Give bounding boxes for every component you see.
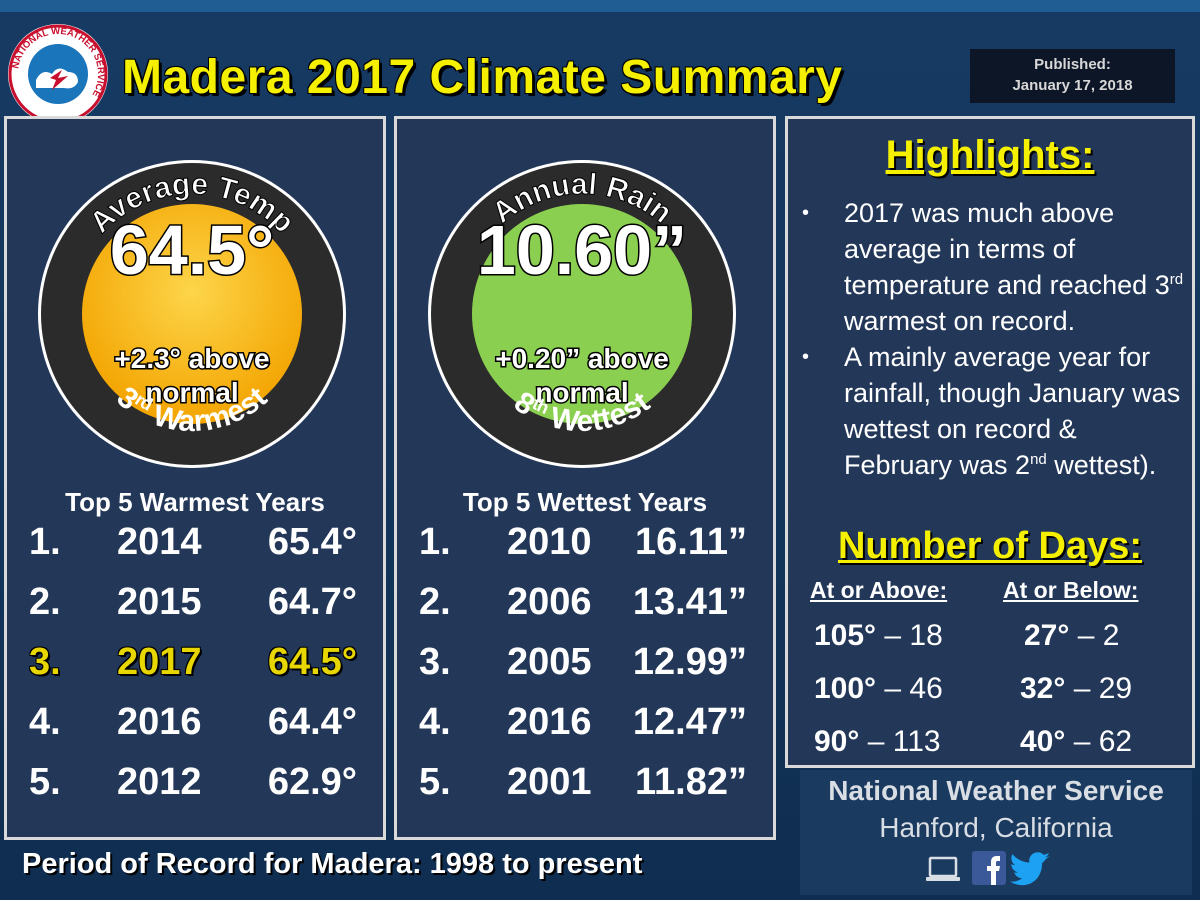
at-or-above-header: At or Above:: [810, 577, 948, 603]
rank-number: 4.: [419, 701, 451, 743]
rank-year: 2001: [507, 761, 592, 803]
temp-anomaly-line2: normal: [145, 377, 238, 408]
days-below-row: 32° – 29: [1020, 672, 1133, 705]
rank-year: 2016: [117, 701, 202, 743]
bullet-icon: •: [802, 346, 810, 368]
nws-logo-icon: NATIONAL WEATHER SERVICE: [8, 24, 108, 124]
bullet-icon: •: [802, 202, 810, 224]
rank-value: 11.82”: [635, 761, 747, 803]
at-or-below-header: At or Below:: [1003, 577, 1139, 603]
agency-name: National Weather Service: [828, 775, 1164, 806]
rank-number: 5.: [29, 761, 61, 803]
rank-value: 65.4°: [267, 521, 357, 563]
nws-office-box: National Weather Service Hanford, Califo…: [800, 770, 1192, 895]
temperature-panel: Average Temp 64.5° +2.3° above normal 3r…: [4, 116, 386, 840]
rank-value: 12.99”: [632, 641, 747, 683]
days-below-row: 40° – 62: [1020, 725, 1133, 758]
temp-value: 64.5°: [110, 211, 274, 289]
temp-disc: [82, 204, 302, 424]
rank-year: 2016: [507, 701, 592, 743]
warmest-list-row: 3. 2017 64.5°: [7, 641, 383, 691]
rain-value: 10.60”: [477, 211, 687, 289]
rainfall-panel: Annual Rain 10.60” +0.20” above normal 8…: [394, 116, 776, 840]
top-stripe: [0, 0, 1200, 12]
period-of-record: Period of Record for Madera: 1998 to pre…: [22, 848, 643, 880]
published-box: Published: January 17, 2018: [970, 49, 1175, 103]
rank-value: 62.9°: [267, 761, 357, 803]
rank-number: 1.: [419, 521, 451, 563]
highlights-list: • 2017 was much above average in terms of…: [802, 195, 1192, 483]
days-above-row: 90° – 113: [814, 725, 941, 758]
average-temp-badge: Average Temp 64.5° +2.3° above normal 3r…: [38, 160, 346, 468]
office-location: Hanford, California: [879, 812, 1113, 843]
facebook-icon[interactable]: [970, 850, 1008, 886]
wettest-list-row: 4. 2016 12.47”: [397, 701, 773, 751]
annual-rain-badge: Annual Rain 10.60” +0.20” above normal 8…: [428, 160, 736, 468]
rank-year: 2012: [117, 761, 202, 803]
rank-year: 2006: [507, 581, 592, 623]
rank-number: 3.: [29, 641, 61, 683]
rank-year: 2015: [117, 581, 202, 623]
highlight-item: • A mainly average year for rainfall, tho…: [802, 339, 1192, 483]
days-below-row: 27° – 2: [1024, 619, 1120, 652]
rank-number: 1.: [29, 521, 61, 563]
temp-anomaly-line1: +2.3° above: [114, 343, 269, 374]
warmest-list-row: 4. 2016 64.4°: [7, 701, 383, 751]
rank-number: 2.: [419, 581, 451, 623]
wettest-list-title: Top 5 Wettest Years: [462, 487, 708, 517]
highlight-item: • 2017 was much above average in terms of…: [802, 195, 1192, 339]
rain-anomaly-line2: normal: [535, 377, 628, 408]
wettest-list-row: 5. 2001 11.82”: [397, 761, 773, 811]
rank-value: 13.41”: [632, 581, 747, 623]
published-label: Published:: [1034, 56, 1111, 73]
days-above-row: 100° – 46: [814, 672, 943, 705]
laptop-icon[interactable]: [924, 850, 962, 886]
rank-value: 64.5°: [267, 641, 357, 683]
rank-number: 2.: [29, 581, 61, 623]
twitter-icon[interactable]: [1010, 850, 1052, 886]
warmest-list-row: 5. 2012 62.9°: [7, 761, 383, 811]
warmest-list-row: 2. 2015 64.7°: [7, 581, 383, 631]
rank-year: 2010: [507, 521, 592, 563]
days-above-row: 105° – 18: [814, 619, 943, 652]
rank-year: 2005: [507, 641, 592, 683]
rank-number: 5.: [419, 761, 451, 803]
highlights-title: Highlights:: [885, 133, 1095, 177]
rank-year: 2014: [117, 521, 202, 563]
rank-value: 64.7°: [267, 581, 357, 623]
warmest-list-title: Top 5 Warmest Years: [65, 487, 325, 517]
wettest-list-row: 2. 2006 13.41”: [397, 581, 773, 631]
highlights-panel: Highlights: • 2017 was much above average…: [785, 116, 1195, 768]
rank-number: 4.: [29, 701, 61, 743]
published-date: January 17, 2018: [1012, 77, 1133, 94]
page-title: Madera 2017 Climate Summary: [122, 51, 843, 104]
rain-anomaly-line1: +0.20” above: [495, 343, 669, 374]
rank-year: 2017: [117, 641, 202, 683]
rain-disc: [472, 204, 692, 424]
rank-value: 16.11”: [635, 521, 747, 563]
rank-value: 64.4°: [267, 701, 357, 743]
header: NATIONAL WEATHER SERVICE Madera 2017 Cli…: [0, 12, 1200, 124]
warmest-list-row: 1. 2014 65.4°: [7, 521, 383, 571]
rank-number: 3.: [419, 641, 451, 683]
wettest-list-row: 3. 2005 12.99”: [397, 641, 773, 691]
wettest-list-row: 1. 2010 16.11”: [397, 521, 773, 571]
number-of-days-title: Number of Days:: [837, 525, 1143, 567]
rank-value: 12.47”: [632, 701, 747, 743]
